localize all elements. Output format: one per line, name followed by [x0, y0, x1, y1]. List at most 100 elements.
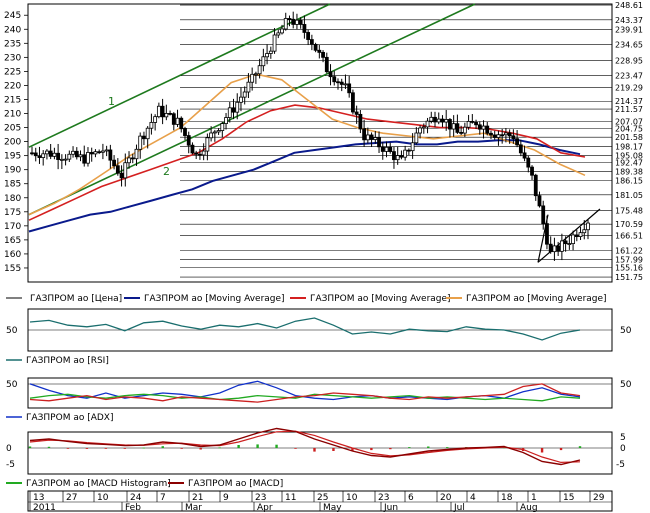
channel-label-2: 2 — [163, 165, 170, 178]
candle-body-86 — [351, 92, 355, 113]
candle-body-18 — [97, 151, 102, 154]
x-day-label-6: 9 — [223, 493, 229, 503]
candle-body-107 — [429, 116, 434, 122]
candle-body-29 — [138, 135, 143, 150]
candle-body-25 — [123, 162, 128, 179]
macd-left-tick-0: 0 — [6, 444, 12, 454]
macd-hist-bar-16 — [332, 448, 335, 451]
candle-body-149 — [586, 222, 590, 231]
macd-hist-bar-27 — [540, 448, 544, 453]
candle-body-48 — [209, 132, 214, 139]
macd-hist-bar-1 — [47, 446, 51, 448]
candle-body-78 — [321, 51, 325, 58]
candle-body-24 — [119, 172, 124, 179]
x-day-label-14: 4 — [470, 493, 476, 503]
candle-body-88 — [358, 113, 363, 130]
candle-body-52 — [224, 117, 228, 124]
candle-body-97 — [392, 151, 396, 161]
price-right-label-3: 234.65 — [615, 40, 643, 49]
candle-body-147 — [578, 232, 583, 238]
x-month-label-2: Mar — [185, 503, 202, 513]
candle-body-103 — [414, 132, 419, 144]
candle-body-53 — [227, 107, 232, 118]
macd-plot-frame — [27, 431, 613, 475]
price-right-label-20: 166.51 — [615, 232, 643, 241]
x-axis: 13 27 10 24 7 21 9 23 11 25 10 23 6 20 4 18 1 15 29 2011 Fe… — [27, 490, 613, 513]
candle-body-7 — [56, 152, 61, 160]
candle-body-79 — [324, 56, 329, 73]
macd-hist-bar-20 — [408, 447, 411, 448]
ma-orange-line — [28, 73, 586, 216]
candle-body-13 — [78, 154, 83, 158]
x-axis-day-ticks: 13 27 10 24 7 21 9 23 11 25 10 23 6 20 4 18 1 15 29 — [29, 491, 605, 503]
price-left-tick-9: 200 — [4, 138, 21, 148]
candle-body-69 — [287, 18, 292, 20]
candle-body-51 — [220, 123, 225, 131]
adx-series-2 — [29, 383, 581, 403]
candle-body-102 — [410, 142, 415, 152]
candle-body-124 — [492, 134, 497, 138]
candle-body-26 — [127, 157, 131, 164]
candle-body-84 — [343, 83, 348, 86]
candle-body-28 — [134, 148, 139, 160]
ma-blue-line — [28, 139, 581, 233]
candle-body-21 — [108, 149, 113, 161]
candle-body-105 — [421, 126, 426, 129]
macd-hist-bar-4 — [104, 448, 108, 449]
rsi-legend: ГАЗПРОМ ао [RSI] — [6, 356, 109, 366]
macd-panel: 0 5 0 -5 -5 — [6, 427, 626, 475]
candle-body-125 — [496, 134, 501, 138]
candle-body-148 — [582, 229, 587, 234]
legend-rsi-label: ГАЗПРОМ ао [RSI] — [26, 356, 109, 366]
candle-body-59 — [250, 73, 255, 83]
channel-lower-line — [28, 3, 476, 216]
x-month-label-6: Jul — [453, 503, 465, 513]
macd-hist-bar-18 — [370, 448, 373, 451]
candle-body-57 — [242, 91, 247, 98]
x-month-label-3: Apr — [257, 503, 273, 513]
candle-body-115 — [459, 131, 464, 134]
price-right-label-4: 228.95 — [615, 56, 643, 65]
legend-macd-label: ГАЗПРОМ ао [MACD] — [188, 479, 283, 489]
adx-right-tick: 50 — [620, 380, 632, 390]
legend-ma-red-label: ГАЗПРОМ ао [Moving Average] — [310, 294, 451, 304]
candle-body-140 — [552, 245, 557, 253]
price-right-label-8: 211.57 — [615, 105, 643, 114]
macd-hist-bar-6 — [142, 447, 145, 449]
macd-hist-bar-7 — [161, 446, 164, 448]
candle-body-117 — [466, 120, 471, 128]
candle-body-72 — [298, 19, 303, 25]
legend-ma-orange-label: ГАЗПРОМ ао [Moving Average] — [466, 294, 607, 304]
candlesticks — [30, 11, 590, 261]
candle-body-15 — [86, 152, 90, 164]
legend-price-label: ГАЗПРОМ ао [Цена] — [30, 294, 122, 304]
candle-body-85 — [347, 83, 352, 94]
x-day-label-17: 15 — [563, 493, 574, 503]
macd-hist-bar-5 — [123, 448, 127, 449]
candle-body-22 — [112, 159, 116, 167]
candle-body-91 — [369, 134, 374, 140]
candle-body-62 — [261, 56, 266, 67]
rsi-panel: 50 50 — [6, 308, 632, 352]
candle-body-17 — [93, 151, 98, 155]
candle-body-64 — [268, 50, 273, 54]
candle-body-83 — [339, 81, 344, 85]
candle-body-58 — [246, 81, 251, 93]
legend-ma-blue-label: ГАЗПРОМ ао [Moving Average] — [144, 294, 285, 304]
candle-body-106 — [425, 120, 430, 128]
candle-body-61 — [257, 65, 262, 75]
candle-body-6 — [52, 152, 57, 157]
price-right-label-19: 170.59 — [615, 220, 643, 229]
candle-body-45 — [198, 153, 202, 156]
price-right-label-10: 204.75 — [615, 124, 643, 133]
candle-body-73 — [302, 24, 307, 33]
candle-body-1 — [33, 152, 38, 157]
candle-body-40 — [179, 117, 184, 130]
candle-body-101 — [406, 149, 411, 152]
x-day-label-9: 25 — [317, 493, 328, 503]
x-day-label-8: 11 — [285, 493, 296, 503]
price-right-label-17: 181.05 — [615, 191, 643, 200]
candle-body-8 — [59, 158, 64, 161]
x-day-label-7: 23 — [255, 493, 266, 503]
candle-body-63 — [265, 53, 269, 58]
